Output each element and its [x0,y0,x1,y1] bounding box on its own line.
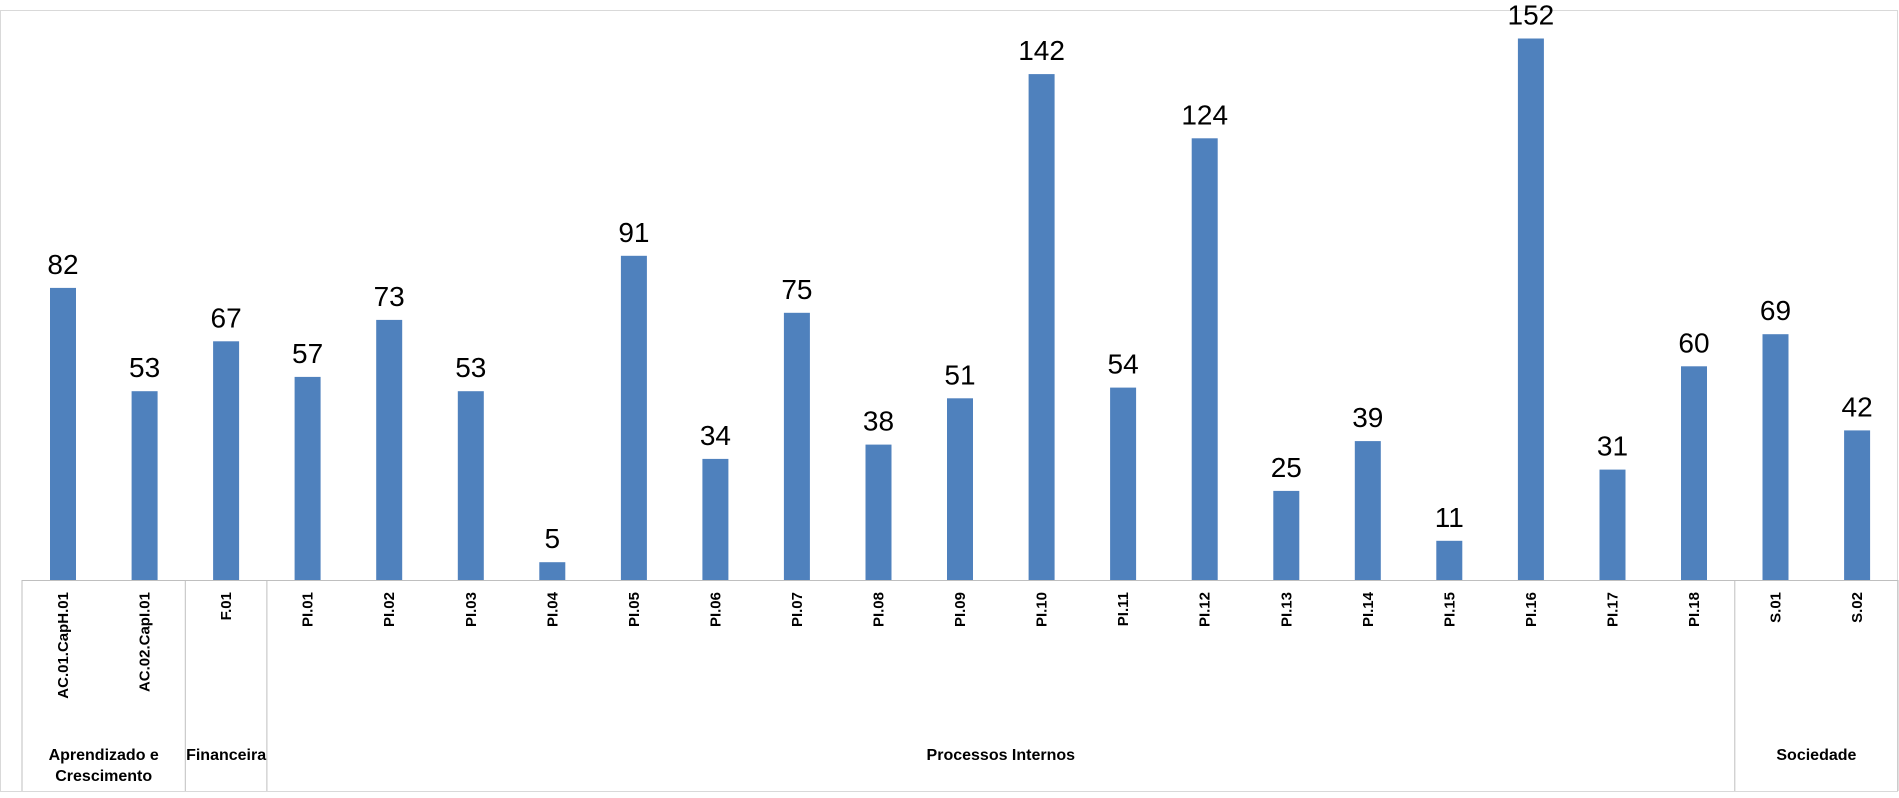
bar-PI.09 [947,398,973,580]
category-axis [21,580,1899,791]
bar-AC.02.CapI.01 [131,391,158,580]
chart-border [0,10,1898,792]
value-label-AC.02.CapI.01: 53 [129,352,160,383]
bar-PI.06 [702,458,729,580]
bar-PI.14 [1354,441,1381,580]
tick-label-PI.17: PI.17 [1605,592,1622,627]
tick-label-PI.03: PI.03 [463,592,480,627]
value-label-F.01: 67 [211,302,242,333]
value-label-PI.05: 91 [618,217,649,248]
value-label-PI.07: 75 [781,274,812,305]
tick-label-S.01: S.01 [1768,592,1785,623]
value-label-PI.02: 73 [374,281,405,312]
bar-PI.17 [1599,469,1626,580]
tick-label-PI.08: PI.08 [871,592,888,627]
value-label-PI.03: 53 [455,352,486,383]
bar-PI.02 [376,319,403,580]
group-label: Sociedade [1776,747,1856,764]
value-label-PI.14: 39 [1352,402,1383,433]
tick-label-PI.18: PI.18 [1686,592,1703,627]
value-label-PI.16: 152 [1508,0,1555,31]
value-label-PI.06: 34 [700,420,731,451]
tick-label-PI.02: PI.02 [381,592,398,627]
value-label-PI.13: 25 [1271,452,1302,483]
tick-label-AC.01.CapH.01: AC.01.CapH.01 [55,592,72,699]
tick-label-PI.15: PI.15 [1441,592,1458,627]
tick-label-PI.10: PI.10 [1034,592,1051,627]
bar-F.01 [213,341,240,580]
bar-PI.03 [457,391,484,580]
group-label: Aprendizado e [49,747,159,764]
value-label-PI.15: 11 [1435,502,1464,533]
bar-PI.10 [1028,74,1055,580]
tick-label-PI.04: PI.04 [544,591,561,627]
bar-S.02 [1844,430,1871,580]
tick-label-PI.01: PI.01 [300,592,317,627]
bar-PI.04 [539,562,566,580]
bar-PI.16 [1517,38,1544,580]
group-label: Processos Internos [927,747,1076,764]
bar-AC.01.CapH.01 [50,287,76,580]
tick-label-PI.13: PI.13 [1278,592,1295,627]
tick-label-PI.09: PI.09 [952,592,969,627]
value-label-PI.09: 51 [944,359,975,390]
tick-label-S.02: S.02 [1849,592,1866,623]
bar-PI.12 [1191,138,1218,581]
bar-PI.13 [1273,490,1300,580]
group-label: Crescimento [55,768,152,785]
bar-S.01 [1762,334,1789,580]
value-label-PI.18: 60 [1678,327,1709,358]
bar-PI.15 [1436,540,1463,580]
bar-PI.07 [783,312,810,580]
value-label-PI.04: 5 [545,523,561,554]
value-label-PI.12: 124 [1181,99,1228,130]
value-label-PI.10: 142 [1018,35,1065,66]
tick-label-PI.07: PI.07 [789,592,806,627]
bar-PI.11 [1110,387,1137,580]
bar-PI.08 [865,444,892,580]
group-label: Financeira [186,747,266,764]
value-label-PI.01: 57 [292,338,323,369]
value-label-PI.08: 38 [863,406,894,437]
tick-label-PI.05: PI.05 [626,592,643,627]
value-label-PI.17: 31 [1597,431,1628,462]
bars-layer [50,38,1871,581]
tick-label-PI.06: PI.06 [707,592,724,627]
tick-label-PI.14: PI.14 [1360,591,1377,627]
tick-label-PI.11: PI.11 [1115,592,1132,626]
bar-PI.18 [1681,366,1707,581]
labels-layer: 82 53 67 57 73 53 5 91 34 75 38 51 142 54 124 25 39 11 152… [47,0,1872,785]
value-label-AC.01.CapH.01: 82 [47,249,78,280]
bar-PI.01 [294,376,321,580]
tick-label-F.01: F.01 [218,592,235,620]
value-label-S.01: 69 [1760,295,1791,326]
tick-label-AC.02.CapI.01: AC.02.CapI.01 [137,592,154,692]
tick-label-PI.16: PI.16 [1523,592,1540,627]
value-label-PI.11: 54 [1108,349,1139,380]
value-label-S.02: 42 [1842,391,1873,422]
tick-label-PI.12: PI.12 [1197,592,1214,627]
bar-PI.05 [620,255,647,581]
